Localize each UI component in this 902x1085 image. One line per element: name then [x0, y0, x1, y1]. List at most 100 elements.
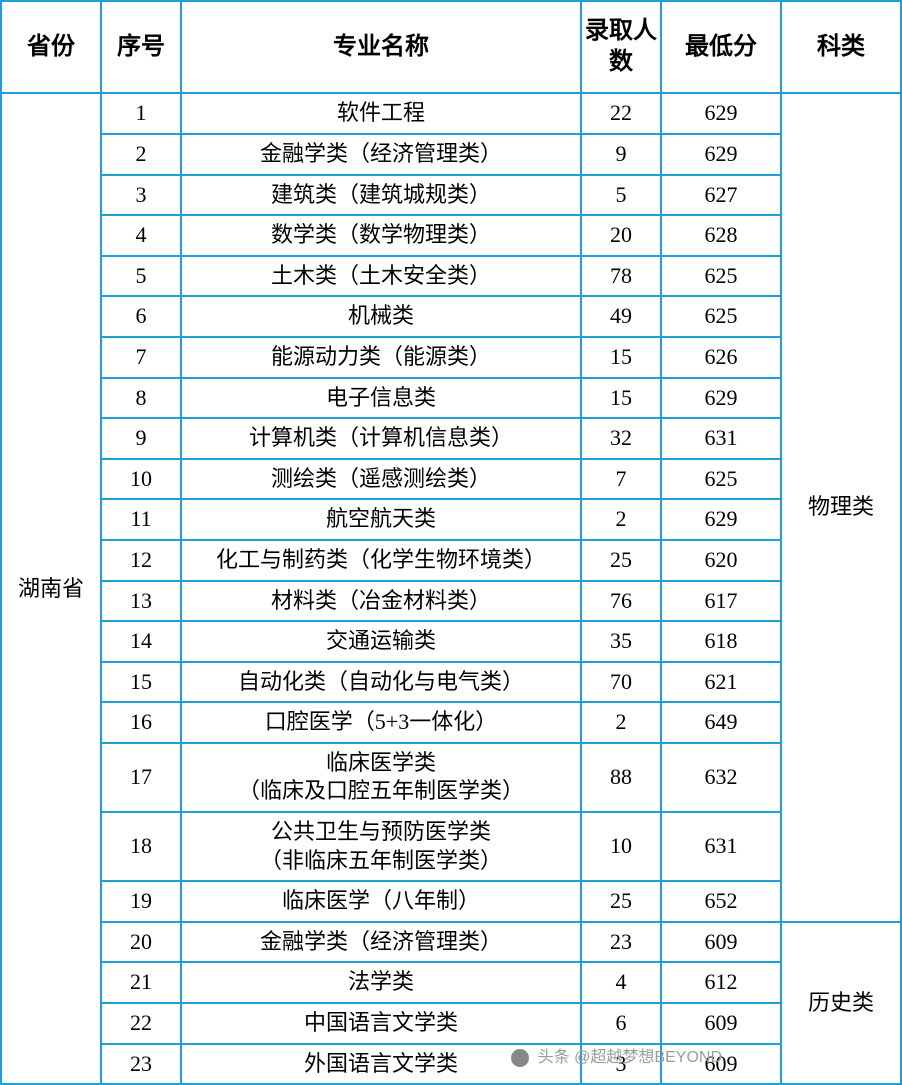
- header-index: 序号: [101, 1, 181, 93]
- score-cell: 621: [661, 662, 781, 703]
- index-cell: 1: [101, 93, 181, 134]
- major-cell: 电子信息类: [181, 378, 581, 419]
- table-row: 18公共卫生与预防医学类（非临床五年制医学类）10631: [1, 812, 901, 881]
- table-row: 12化工与制药类（化学生物环境类）25620: [1, 540, 901, 581]
- header-major: 专业名称: [181, 1, 581, 93]
- major-cell: 临床医学类（临床及口腔五年制医学类）: [181, 743, 581, 812]
- count-cell: 88: [581, 743, 661, 812]
- index-cell: 14: [101, 621, 181, 662]
- table-row: 5土木类（土木安全类）78625: [1, 256, 901, 297]
- count-cell: 15: [581, 337, 661, 378]
- major-cell: 土木类（土木安全类）: [181, 256, 581, 297]
- table-row: 2金融学类（经济管理类）9629: [1, 134, 901, 175]
- table-row: 8电子信息类15629: [1, 378, 901, 419]
- index-cell: 23: [101, 1044, 181, 1085]
- count-cell: 78: [581, 256, 661, 297]
- index-cell: 8: [101, 378, 181, 419]
- score-cell: 620: [661, 540, 781, 581]
- score-cell: 629: [661, 93, 781, 134]
- index-cell: 6: [101, 296, 181, 337]
- major-cell: 中国语言文学类: [181, 1003, 581, 1044]
- header-category: 科类: [781, 1, 901, 93]
- major-cell: 自动化类（自动化与电气类）: [181, 662, 581, 703]
- count-cell: 9: [581, 134, 661, 175]
- count-cell: 2: [581, 702, 661, 743]
- score-cell: 625: [661, 296, 781, 337]
- table-row: 4数学类（数学物理类）20628: [1, 215, 901, 256]
- index-cell: 17: [101, 743, 181, 812]
- admission-table: 省份 序号 专业名称 录取人数 最低分 科类 湖南省1软件工程22629物理类2…: [0, 0, 902, 1085]
- major-cell: 交通运输类: [181, 621, 581, 662]
- count-cell: 32: [581, 418, 661, 459]
- table-row: 14交通运输类35618: [1, 621, 901, 662]
- major-cell: 公共卫生与预防医学类（非临床五年制医学类）: [181, 812, 581, 881]
- count-cell: 4: [581, 962, 661, 1003]
- count-cell: 2: [581, 499, 661, 540]
- score-cell: 609: [661, 922, 781, 963]
- score-cell: 609: [661, 1003, 781, 1044]
- count-cell: 25: [581, 881, 661, 922]
- category-cell-physics: 物理类: [781, 93, 901, 921]
- score-cell: 649: [661, 702, 781, 743]
- index-cell: 18: [101, 812, 181, 881]
- index-cell: 9: [101, 418, 181, 459]
- major-cell: 材料类（冶金材料类）: [181, 581, 581, 622]
- major-cell: 能源动力类（能源类）: [181, 337, 581, 378]
- table-header-row: 省份 序号 专业名称 录取人数 最低分 科类: [1, 1, 901, 93]
- count-cell: 25: [581, 540, 661, 581]
- index-cell: 13: [101, 581, 181, 622]
- major-cell: 口腔医学（5+3一体化）: [181, 702, 581, 743]
- table-row: 21法学类4612: [1, 962, 901, 1003]
- table-row: 10测绘类（遥感测绘类）7625: [1, 459, 901, 500]
- major-cell: 航空航天类: [181, 499, 581, 540]
- table-row: 湖南省1软件工程22629物理类: [1, 93, 901, 134]
- table-row: 7能源动力类（能源类）15626: [1, 337, 901, 378]
- count-cell: 76: [581, 581, 661, 622]
- table-row: 9计算机类（计算机信息类）32631: [1, 418, 901, 459]
- major-cell: 计算机类（计算机信息类）: [181, 418, 581, 459]
- index-cell: 20: [101, 922, 181, 963]
- index-cell: 4: [101, 215, 181, 256]
- count-cell: 6: [581, 1003, 661, 1044]
- table-row: 13材料类（冶金材料类）76617: [1, 581, 901, 622]
- table-row: 11航空航天类2629: [1, 499, 901, 540]
- table-row: 3建筑类（建筑城规类）5627: [1, 175, 901, 216]
- major-cell: 数学类（数学物理类）: [181, 215, 581, 256]
- score-cell: 629: [661, 134, 781, 175]
- table-row: 22中国语言文学类6609: [1, 1003, 901, 1044]
- score-cell: 629: [661, 499, 781, 540]
- count-cell: 23: [581, 922, 661, 963]
- table-row: 20金融学类（经济管理类）23609历史类: [1, 922, 901, 963]
- count-cell: 15: [581, 378, 661, 419]
- count-cell: 5: [581, 175, 661, 216]
- table-row: 16口腔医学（5+3一体化）2649: [1, 702, 901, 743]
- score-cell: 629: [661, 378, 781, 419]
- major-cell: 测绘类（遥感测绘类）: [181, 459, 581, 500]
- index-cell: 19: [101, 881, 181, 922]
- score-cell: 612: [661, 962, 781, 1003]
- major-cell: 化工与制药类（化学生物环境类）: [181, 540, 581, 581]
- score-cell: 618: [661, 621, 781, 662]
- major-cell: 建筑类（建筑城规类）: [181, 175, 581, 216]
- count-cell: 35: [581, 621, 661, 662]
- header-province: 省份: [1, 1, 101, 93]
- table-row: 15自动化类（自动化与电气类）70621: [1, 662, 901, 703]
- major-cell: 机械类: [181, 296, 581, 337]
- count-cell: 22: [581, 93, 661, 134]
- table-row: 19临床医学（八年制）25652: [1, 881, 901, 922]
- major-cell: 软件工程: [181, 93, 581, 134]
- index-cell: 5: [101, 256, 181, 297]
- count-cell: 49: [581, 296, 661, 337]
- table-row: 6机械类49625: [1, 296, 901, 337]
- score-cell: 631: [661, 418, 781, 459]
- index-cell: 10: [101, 459, 181, 500]
- score-cell: 632: [661, 743, 781, 812]
- count-cell: 70: [581, 662, 661, 703]
- province-cell: 湖南省: [1, 93, 101, 1084]
- index-cell: 12: [101, 540, 181, 581]
- index-cell: 16: [101, 702, 181, 743]
- table-row: 23外国语言文学类3609: [1, 1044, 901, 1085]
- count-cell: 3: [581, 1044, 661, 1085]
- index-cell: 15: [101, 662, 181, 703]
- score-cell: 625: [661, 256, 781, 297]
